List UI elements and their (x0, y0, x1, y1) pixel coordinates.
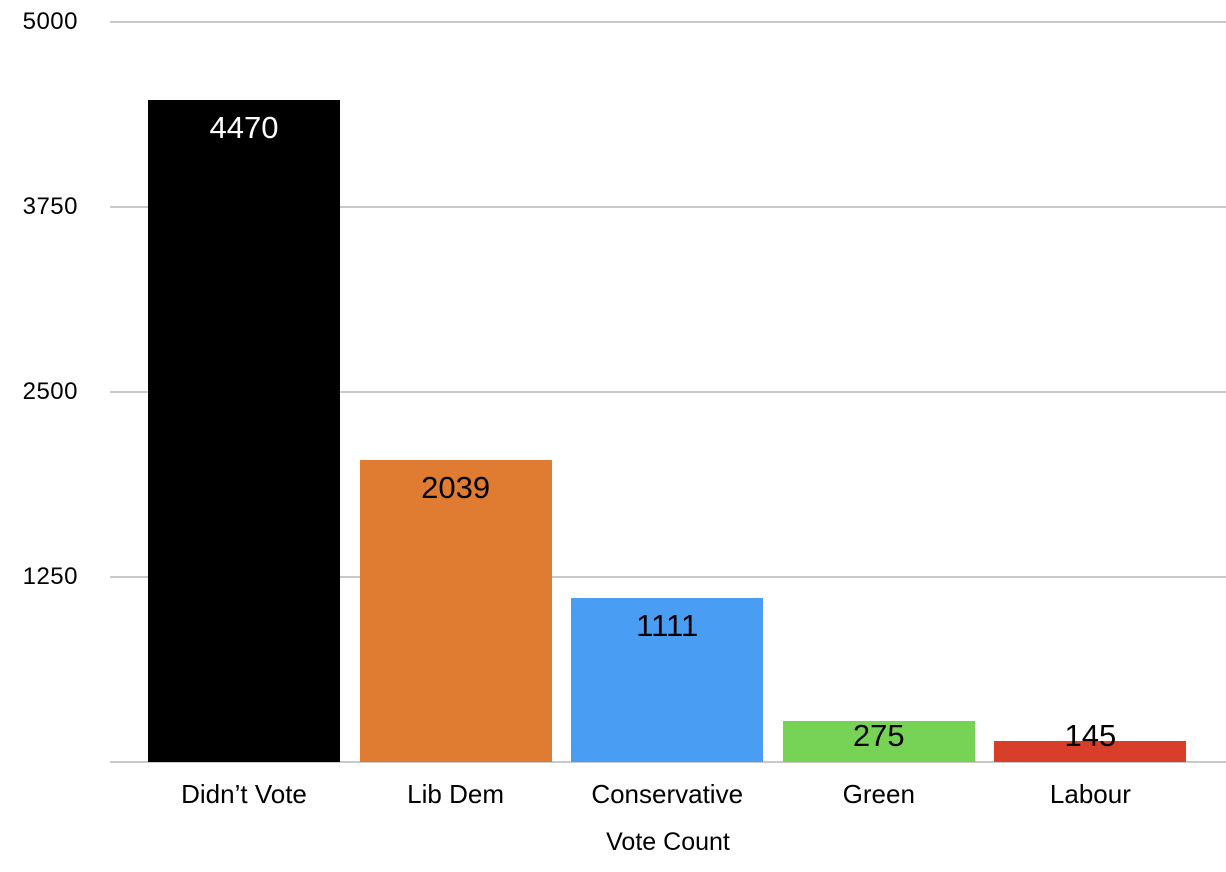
bar-green (782, 721, 975, 762)
bar-lib-dem (359, 460, 552, 762)
y-tick-label: 5000 (22, 8, 78, 35)
x-axis-label: Conservative (591, 779, 744, 809)
y-tick-label: 2500 (22, 378, 78, 405)
bar-value-label: 1111 (636, 607, 699, 643)
bar-value-label: 2039 (421, 470, 491, 506)
bar-labour (994, 740, 1187, 762)
y-tick-label: 3750 (22, 193, 78, 220)
gridline (110, 761, 1226, 763)
bar-didn-t-vote (148, 100, 340, 762)
gridline (110, 21, 1226, 23)
x-axis-label: Lib Dem (407, 779, 504, 809)
bar-value-label: 275 (852, 718, 905, 753)
bar-value-label: 145 (1064, 718, 1117, 753)
bar-conservative (571, 597, 764, 762)
bar-value-label: 4470 (209, 110, 279, 146)
gridline (110, 206, 1226, 208)
x-axis-label: Didn’t Vote (181, 779, 307, 809)
gridline (110, 391, 1226, 393)
x-axis-label: Labour (1049, 779, 1131, 809)
gridline (110, 576, 1226, 578)
x-axis-title: Vote Count (606, 828, 730, 856)
x-axis-label: Green (842, 779, 915, 809)
y-tick-label: 1250 (22, 563, 78, 590)
